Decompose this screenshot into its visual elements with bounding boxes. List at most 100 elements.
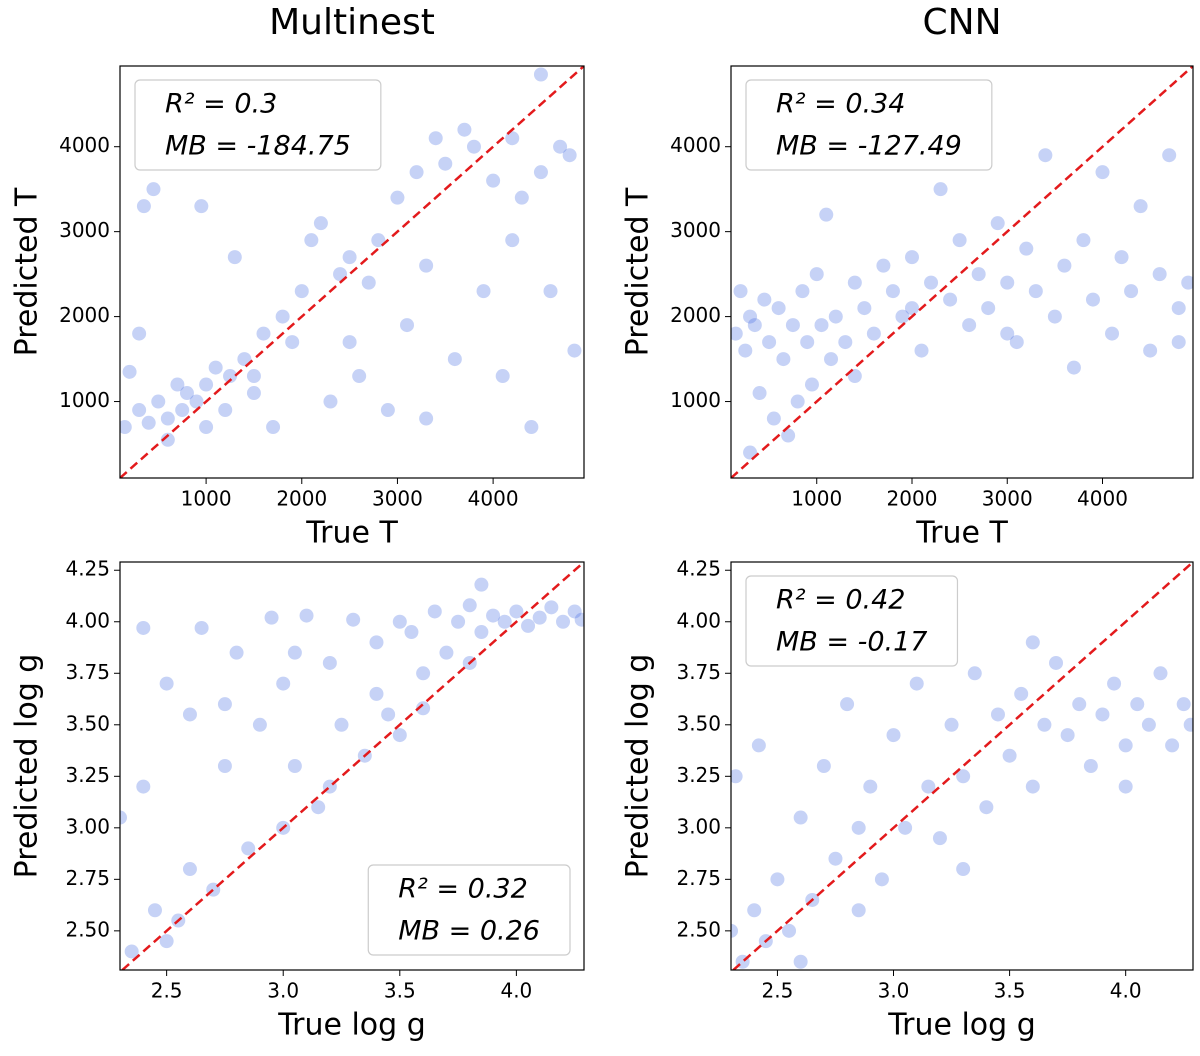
point xyxy=(800,335,815,350)
point xyxy=(313,216,328,231)
point xyxy=(840,697,855,712)
point xyxy=(567,604,582,619)
annotation-text: R² = 0.42 xyxy=(776,585,906,616)
x-axis-label: True log g xyxy=(277,1008,426,1043)
point xyxy=(1133,199,1148,214)
point xyxy=(237,352,252,367)
annotation-bg xyxy=(745,79,993,171)
point xyxy=(419,411,434,426)
point xyxy=(1181,275,1193,290)
point xyxy=(904,301,919,316)
point xyxy=(1130,697,1145,712)
point xyxy=(567,343,582,358)
point xyxy=(352,369,367,384)
y-axis-label: Predicted log g xyxy=(621,654,656,879)
point xyxy=(1049,655,1064,670)
point xyxy=(246,369,261,384)
point xyxy=(199,420,214,435)
x-tick-label: 2.5 xyxy=(151,979,183,1003)
point xyxy=(369,635,384,650)
point xyxy=(1165,738,1180,753)
point xyxy=(1143,343,1158,358)
point xyxy=(275,309,290,324)
identity-line xyxy=(120,66,584,478)
point xyxy=(952,233,967,248)
point xyxy=(276,676,291,691)
point xyxy=(967,666,982,681)
point xyxy=(981,301,996,316)
point xyxy=(505,131,520,146)
point xyxy=(971,267,986,282)
point xyxy=(227,250,242,265)
point xyxy=(252,717,267,732)
x-tick-label: 3000 xyxy=(982,487,1033,511)
points xyxy=(120,562,584,970)
point xyxy=(404,625,419,640)
points xyxy=(731,562,1193,970)
point xyxy=(159,676,174,691)
y-tick-label: 3.00 xyxy=(676,814,721,838)
point xyxy=(747,318,762,333)
point xyxy=(122,364,137,379)
point xyxy=(466,139,481,154)
y-tick-label: 4.25 xyxy=(65,557,110,581)
y-tick-label: 2000 xyxy=(59,303,110,327)
y-tick-label: 4.00 xyxy=(65,608,110,632)
point xyxy=(159,934,174,949)
point xyxy=(381,707,396,722)
point xyxy=(1114,250,1129,265)
point xyxy=(762,335,777,350)
point xyxy=(160,411,175,426)
point xyxy=(189,394,204,409)
x-tick-label: 4000 xyxy=(468,487,519,511)
point xyxy=(409,165,424,180)
point xyxy=(731,769,743,784)
point xyxy=(136,199,151,214)
point xyxy=(246,386,261,401)
annotation-box: R² = 0.32 MB = 0.26 xyxy=(367,864,571,956)
point xyxy=(819,207,834,222)
point xyxy=(814,318,829,333)
point xyxy=(895,309,910,324)
point xyxy=(747,903,762,918)
point xyxy=(543,284,558,299)
point xyxy=(447,352,462,367)
point xyxy=(944,717,959,732)
point xyxy=(175,403,190,418)
point xyxy=(380,403,395,418)
point xyxy=(574,612,584,627)
y-tick-label: 2.50 xyxy=(65,917,110,941)
point xyxy=(1028,284,1043,299)
point xyxy=(757,292,772,307)
identity-line xyxy=(732,562,1193,970)
point xyxy=(1085,292,1100,307)
point xyxy=(1000,275,1015,290)
x-tick-label: 2000 xyxy=(887,487,938,511)
point xyxy=(731,923,738,938)
point xyxy=(285,335,300,350)
point xyxy=(1183,717,1193,732)
point xyxy=(1037,717,1052,732)
point xyxy=(776,352,791,367)
point xyxy=(857,301,872,316)
x-tick-label: 4.0 xyxy=(1110,979,1142,1003)
annotation-text: R² = 0.34 xyxy=(776,89,906,120)
point xyxy=(514,190,529,205)
point xyxy=(369,686,384,701)
y-tick-label: 4.25 xyxy=(676,557,721,581)
y-tick-label: 3.50 xyxy=(65,711,110,735)
point xyxy=(1047,309,1062,324)
point xyxy=(229,645,244,660)
point xyxy=(392,728,407,743)
point xyxy=(885,284,900,299)
x-tick-label: 3.5 xyxy=(994,979,1026,1003)
x-tick-label: 2.5 xyxy=(762,979,794,1003)
point xyxy=(476,284,491,299)
panel-title: CNN xyxy=(923,2,1002,43)
point xyxy=(182,707,197,722)
point xyxy=(532,610,547,625)
point xyxy=(120,810,127,825)
point xyxy=(124,944,139,959)
y-tick-label: 3000 xyxy=(670,218,721,242)
axes-frame xyxy=(730,561,1194,971)
